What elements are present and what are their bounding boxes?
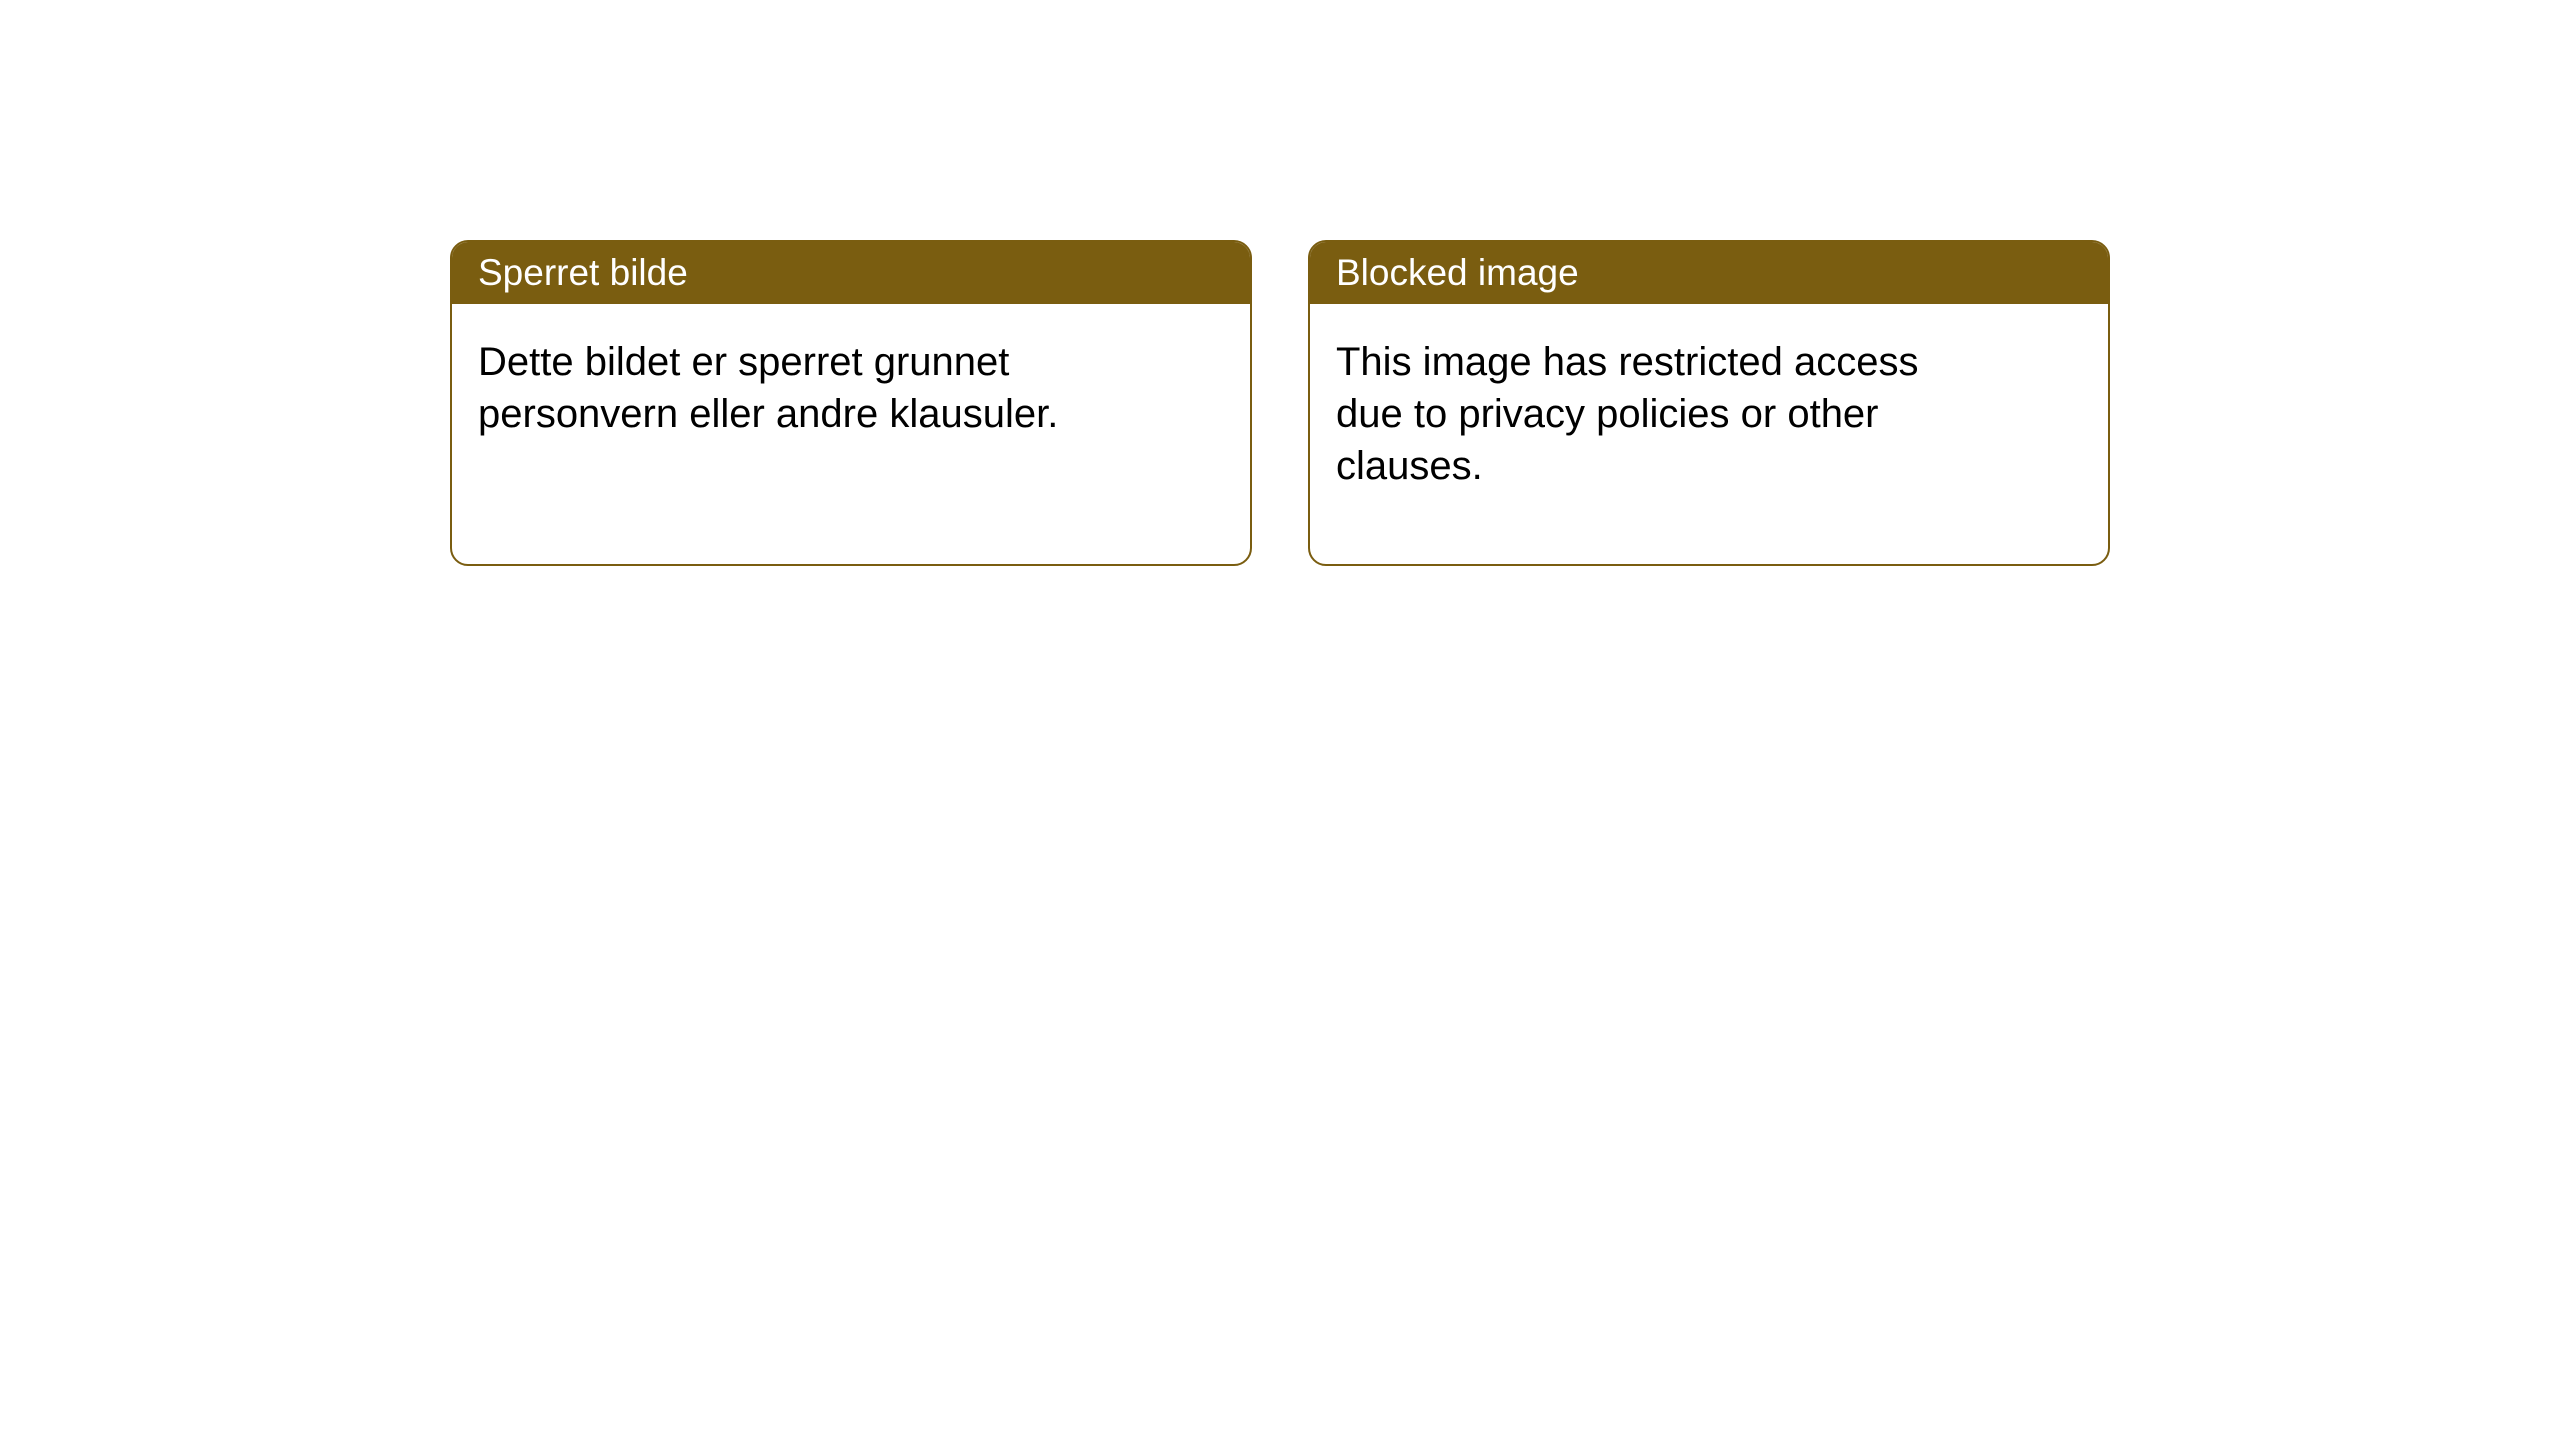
notice-body-text: This image has restricted access due to … (1336, 340, 1918, 488)
notice-title: Blocked image (1336, 252, 1579, 293)
notice-body: Dette bildet er sperret grunnet personve… (452, 304, 1152, 512)
notice-header: Sperret bilde (452, 242, 1250, 304)
notice-title: Sperret bilde (478, 252, 688, 293)
notice-container: Sperret bilde Dette bildet er sperret gr… (0, 0, 2560, 566)
notice-header: Blocked image (1310, 242, 2108, 304)
notice-card-english: Blocked image This image has restricted … (1308, 240, 2110, 566)
notice-card-norwegian: Sperret bilde Dette bildet er sperret gr… (450, 240, 1252, 566)
notice-body-text: Dette bildet er sperret grunnet personve… (478, 340, 1058, 436)
notice-body: This image has restricted access due to … (1310, 304, 2010, 564)
